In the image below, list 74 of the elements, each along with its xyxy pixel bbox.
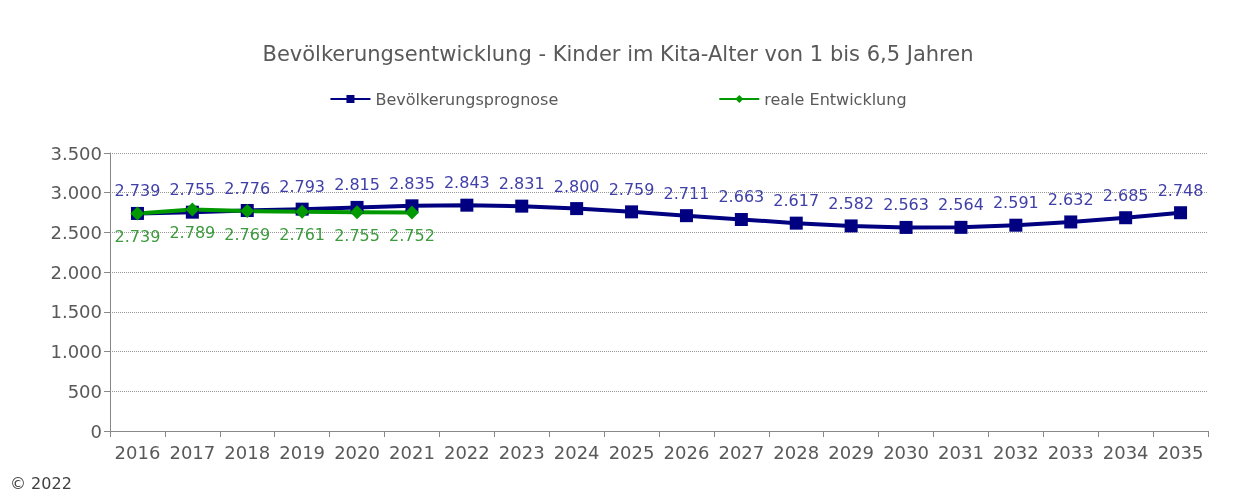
data-label: 2.759 [608, 179, 655, 199]
legend-label: Bevölkerungsprognose [375, 89, 559, 109]
legend-label: reale Entwicklung [764, 89, 907, 109]
y-tick-label: 1.500 [50, 301, 102, 323]
data-label: 2.564 [938, 195, 984, 215]
point [570, 202, 584, 216]
y-tick-label: 2.000 [50, 261, 102, 283]
x-tick-label: 2028 [773, 441, 820, 463]
y-tick-label: 1.000 [50, 341, 102, 363]
x-tick-label: 2025 [608, 441, 655, 463]
point [954, 220, 968, 234]
x-tick-label: 2027 [718, 441, 765, 463]
point [404, 205, 419, 220]
x-tick-label: 2031 [938, 441, 984, 463]
x-tick-label: 2020 [334, 441, 380, 463]
data-label: 2.563 [883, 195, 929, 215]
data-label: 2.632 [1047, 189, 1094, 209]
point [1064, 215, 1078, 229]
x-tick-label: 2035 [1157, 441, 1204, 463]
data-label: 2.591 [992, 193, 1039, 213]
x-tick-label: 2022 [443, 441, 490, 463]
x-tick-label: 2026 [663, 441, 710, 463]
y-tick-label: 3.000 [50, 182, 102, 204]
x-tick-label: 2030 [883, 441, 929, 463]
data-label: 2.835 [389, 173, 435, 193]
data-label: 2.843 [443, 173, 490, 193]
text: © 2022 [10, 473, 72, 493]
x-tick-label: 2016 [114, 441, 161, 463]
y-tick-label: 2.500 [50, 221, 102, 243]
data-label: 2.776 [224, 178, 271, 198]
data-label: 2.582 [828, 193, 875, 213]
point [625, 205, 639, 219]
point [789, 216, 803, 230]
point [1174, 206, 1188, 220]
point [515, 199, 529, 213]
point [1009, 218, 1023, 232]
y-tick-label: 0 [90, 420, 102, 442]
data-label: 2.831 [498, 174, 545, 194]
point [899, 220, 913, 234]
data-label: 2.761 [279, 225, 326, 245]
x-tick-label: 2033 [1047, 441, 1094, 463]
data-label: 2.752 [389, 225, 435, 245]
data-label: 2.739 [114, 181, 161, 201]
y-tick-label: 3.500 [50, 142, 102, 164]
data-label: 2.685 [1102, 185, 1149, 205]
data-label: 2.789 [169, 222, 216, 242]
x-tick-label: 2021 [389, 441, 435, 463]
point [844, 219, 858, 233]
x-tick-label: 2018 [224, 441, 271, 463]
data-label: 2.769 [224, 224, 271, 244]
point [679, 209, 693, 223]
data-label: 2.800 [553, 176, 600, 196]
data-label: 2.711 [663, 183, 710, 203]
x-tick-label: 2032 [992, 441, 1039, 463]
data-label: 2.793 [279, 177, 326, 197]
data-label: 2.739 [114, 226, 161, 246]
point [460, 198, 474, 212]
chart-title: Bevölkerungsentwicklung - Kinder im Kita-Alter von 1 bis 6,5 Jahren [262, 41, 974, 66]
data-label: 2.617 [773, 191, 820, 211]
x-tick-label: 2029 [828, 441, 875, 463]
data-label: 2.748 [1157, 180, 1204, 200]
data-label: 2.663 [718, 187, 765, 207]
point [1119, 211, 1133, 225]
x-tick-label: 2034 [1102, 441, 1149, 463]
data-label: 2.815 [334, 175, 380, 195]
data-label: 2.755 [169, 180, 216, 200]
point [734, 212, 748, 226]
x-tick-label: 2017 [169, 441, 216, 463]
x-tick-label: 2019 [279, 441, 326, 463]
data-label: 2.755 [334, 225, 380, 245]
point [350, 205, 365, 220]
x-tick-label: 2024 [553, 441, 600, 463]
y-tick-label: 500 [67, 380, 102, 402]
x-tick-label: 2023 [498, 441, 545, 463]
